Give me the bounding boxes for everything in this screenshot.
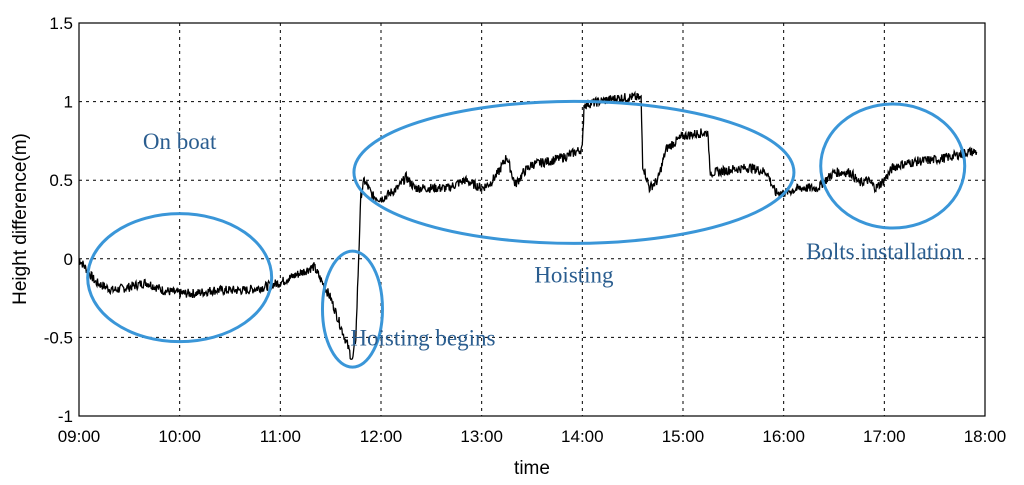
x-tick-label: 10:00 xyxy=(158,427,201,446)
highlight-ellipse xyxy=(86,212,274,344)
annotation-label: Hoisting begins xyxy=(350,325,495,350)
annotation-label: On boat xyxy=(143,129,217,154)
x-tick-label: 18:00 xyxy=(964,427,1007,446)
annotation-labels: On boat Hoisting begins Hoisting Bolts inst… xyxy=(143,129,963,351)
y-tick-label: 0 xyxy=(64,250,73,269)
x-tick-label: 17:00 xyxy=(863,427,906,446)
y-tick-label: -0.5 xyxy=(44,328,73,347)
annotation-label: Bolts installation xyxy=(806,239,963,264)
annotation-label: Hoisting xyxy=(534,262,614,287)
x-tick-label: 09:00 xyxy=(58,427,101,446)
y-tick-label: 0.5 xyxy=(49,171,73,190)
x-tick-label: 14:00 xyxy=(561,427,604,446)
x-tick-label: 15:00 xyxy=(662,427,705,446)
x-tick-label: 13:00 xyxy=(460,427,503,446)
highlight-ellipses xyxy=(86,99,967,369)
plot-area xyxy=(78,22,986,417)
x-tick-label: 11:00 xyxy=(260,427,301,446)
x-tick-label: 16:00 xyxy=(762,427,805,446)
y-tick-label: 1.5 xyxy=(49,14,73,33)
y-axis-label: Height difference(m) xyxy=(10,133,31,305)
grid-lines xyxy=(79,23,985,416)
y-tick-label: -1 xyxy=(58,407,73,426)
x-axis-label: time xyxy=(514,458,550,479)
x-tick-label: 12:00 xyxy=(360,427,403,446)
y-tick-labels: -1 -0.5 0 0.5 1 1.5 xyxy=(44,14,73,426)
height-difference-line xyxy=(78,90,978,360)
highlight-ellipse xyxy=(320,249,384,369)
x-tick-labels: 09:00 10:00 11:00 12:00 13:00 14:00 15:00 16:00… xyxy=(58,427,1007,446)
highlight-ellipse xyxy=(819,102,967,230)
highlight-ellipse xyxy=(352,99,796,245)
y-tick-label: 1 xyxy=(64,93,73,112)
